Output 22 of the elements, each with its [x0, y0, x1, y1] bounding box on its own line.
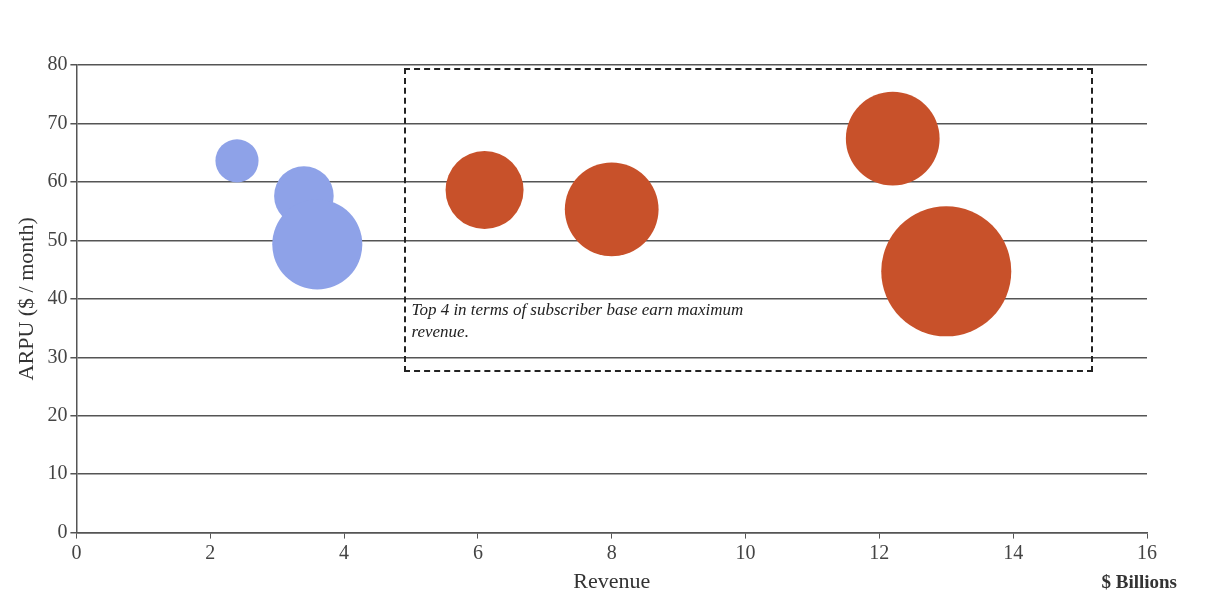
y-axis-title: ARPU ($ / month) — [12, 217, 38, 381]
x-tick-label: 14 — [1003, 540, 1024, 563]
y-tick-label: 40 — [47, 286, 68, 309]
y-tick-label: 10 — [47, 461, 68, 484]
x-tick-label: 16 — [1137, 540, 1157, 563]
x-tick-label: 0 — [71, 540, 82, 563]
y-tick-label: 30 — [47, 344, 68, 367]
y-tick-label: 0 — [57, 519, 68, 542]
x-tick-label: 4 — [339, 540, 350, 563]
y-tick-label: 80 — [47, 52, 68, 75]
y-tick-label: 50 — [47, 227, 68, 250]
annotation: Top 4 in terms of subscriber base earn maximum revenue. — [411, 298, 745, 343]
x-tick-label: 2 — [205, 540, 216, 563]
x-tick-label: 6 — [472, 540, 483, 563]
x-tick-label: 10 — [735, 540, 756, 563]
x-tick-label: 8 — [606, 540, 617, 563]
x-tick-label: 12 — [869, 540, 890, 563]
y-tick-label: 60 — [47, 169, 68, 192]
text: $ Billions — [1101, 570, 1177, 593]
y-tick-label: 20 — [47, 402, 68, 425]
x-axis-title: Revenue — [573, 567, 651, 593]
y-tick-label: 70 — [47, 110, 68, 133]
